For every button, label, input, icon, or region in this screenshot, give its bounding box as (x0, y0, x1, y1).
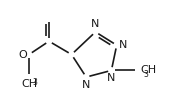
Text: 3: 3 (32, 78, 37, 87)
Text: N: N (82, 80, 90, 90)
Text: N: N (91, 19, 100, 29)
Text: N: N (107, 73, 116, 83)
Text: 3: 3 (143, 70, 148, 79)
Text: N: N (119, 40, 127, 50)
Text: CH: CH (140, 65, 156, 75)
Text: CH: CH (21, 79, 37, 89)
Text: O: O (18, 49, 27, 60)
